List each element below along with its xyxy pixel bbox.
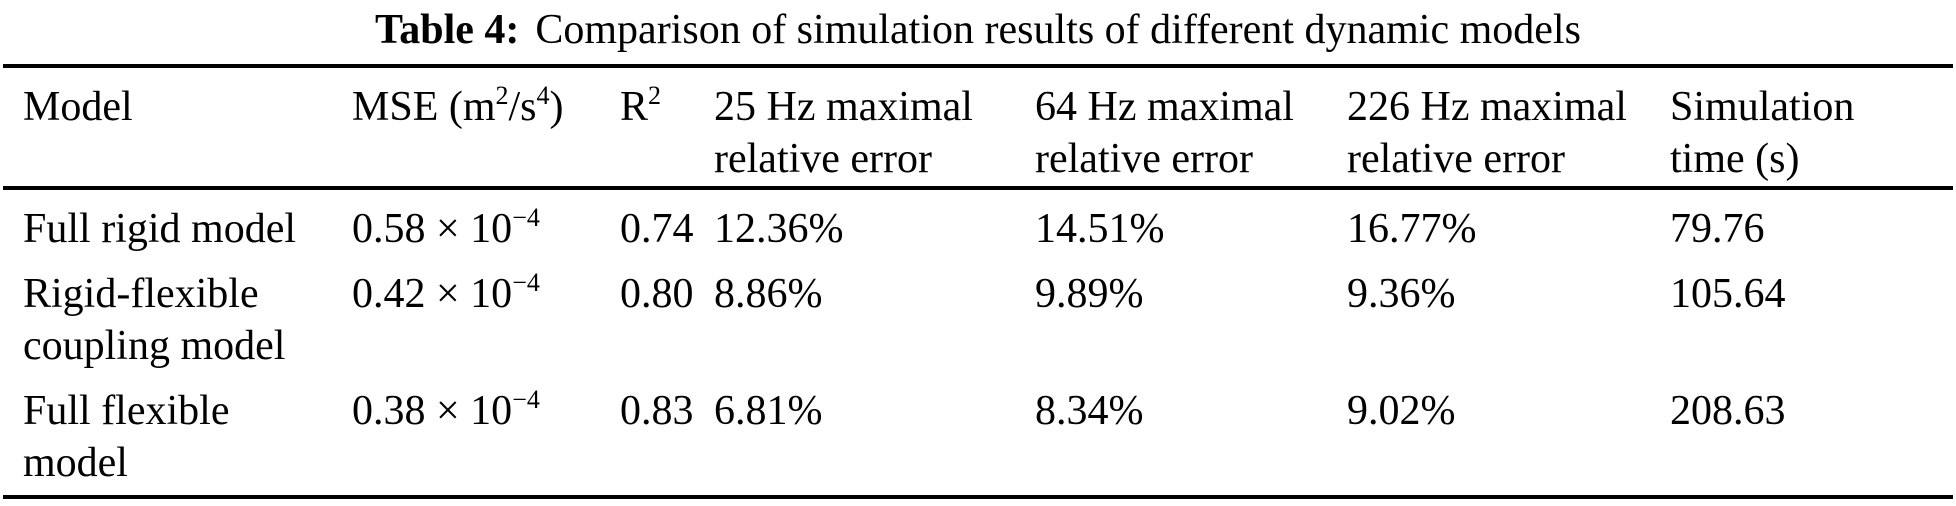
column-header-model: Model [3,66,352,190]
table-caption: Table 4: Comparison of simulation results… [0,0,1956,64]
column-header-err-64hz: 64 Hz maximal relative error [1035,66,1347,190]
table-row: Full rigid model 0.58 × 10−4 0.74 12.36%… [3,188,1953,255]
column-header-mse: MSE (m2/s4) [352,66,620,190]
cell-err-25hz: 12.36% [714,206,844,252]
cell-err-64hz: 9.89% [1035,271,1144,317]
cell-err-25hz: 8.86% [714,271,823,317]
column-header-err-226hz: 226 Hz maximal relative error [1347,66,1670,190]
column-header-r-squared: R2 [620,66,714,190]
cell-sim-time: 105.64 [1670,271,1786,317]
cell-mse: 0.58 × 10−4 [352,203,540,253]
cell-sim-time: 79.76 [1670,206,1765,252]
cell-model: Rigid-flexible coupling model [23,271,286,369]
table-row: Rigid-flexible coupling model 0.42 × 10−4… [3,255,1953,372]
cell-err-64hz: 14.51% [1035,206,1165,252]
cell-err-226hz: 16.77% [1347,206,1477,252]
column-header-sim-time: Simulation time (s) [1670,66,1953,190]
caption-text: Comparison of simulation results of diff… [535,7,1581,53]
cell-r-squared: 0.83 [620,388,694,434]
cell-err-64hz: 8.34% [1035,388,1144,434]
cell-model: Full rigid model [23,206,296,252]
cell-mse: 0.38 × 10−4 [352,385,540,435]
cell-err-25hz: 6.81% [714,388,823,434]
cell-err-226hz: 9.02% [1347,388,1456,434]
cell-mse: 0.42 × 10−4 [352,268,540,318]
column-header-err-25hz: 25 Hz maximal relative error [714,66,1035,190]
results-table: Model MSE (m2/s4) R2 25 Hz maximal relati… [3,64,1953,499]
cell-r-squared: 0.80 [620,271,694,317]
table-row: Full flexible model 0.38 × 10−4 0.83 6.81… [3,372,1953,497]
cell-sim-time: 208.63 [1670,388,1786,434]
caption-label: Table 4: [375,7,520,53]
cell-err-226hz: 9.36% [1347,271,1456,317]
header-row: Model MSE (m2/s4) R2 25 Hz maximal relati… [3,66,1953,190]
cell-model: Full flexible model [23,388,230,486]
cell-r-squared: 0.74 [620,206,694,252]
